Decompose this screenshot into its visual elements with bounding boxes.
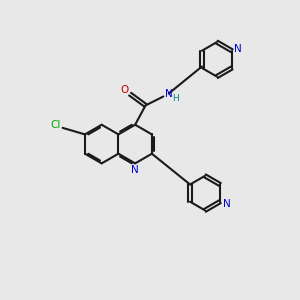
Text: N: N [223,199,230,209]
Text: N: N [235,44,242,54]
Text: H: H [172,94,179,103]
Text: N: N [165,88,172,98]
Text: O: O [121,85,129,95]
Text: N: N [131,165,139,175]
Text: Cl: Cl [50,121,60,130]
